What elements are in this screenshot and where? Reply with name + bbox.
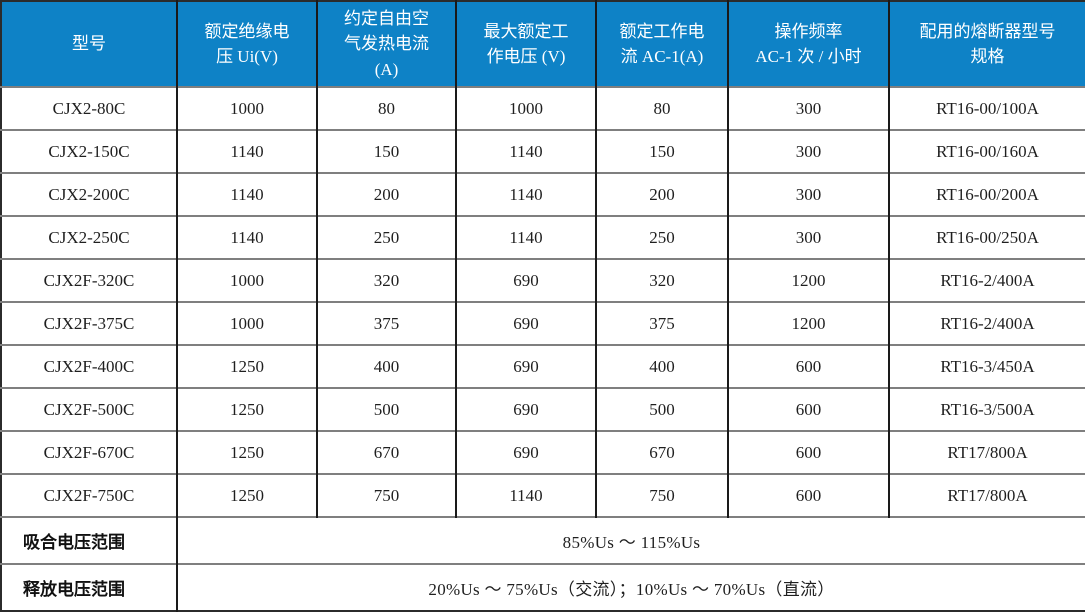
table-row-release-voltage-range: 释放电压范围 20%Us ～ 75%Us（交流）；10%Us ～ 70%Us（直…	[1, 563, 1085, 611]
footer-label-release-voltage-range: 释放电压范围	[1, 563, 177, 611]
cell-conventional-free-air-thermal-current: 400	[316, 344, 456, 388]
cell-rated-operating-current-ac1: 375	[595, 301, 728, 345]
table-row: CJX2-150C 1140 150 1140 150 300 RT16-00/160A	[1, 129, 1085, 173]
cell-model: CJX2-80C	[1, 86, 177, 130]
footer-value-release-voltage-range: 20%Us ～ 75%Us（交流）；10%Us ～ 70%Us（直流）	[176, 563, 1085, 611]
col-header-conventional-free-air-thermal-current: 约定自由空 气发热电流 (A)	[316, 1, 456, 87]
cell-rated-operating-current-ac1: 320	[595, 258, 728, 302]
cell-operating-frequency: 600	[727, 473, 889, 517]
cell-model: CJX2-150C	[1, 129, 177, 173]
cell-max-rated-operating-voltage: 690	[455, 301, 596, 345]
cell-conventional-free-air-thermal-current: 200	[316, 172, 456, 216]
cell-rated-insulation-voltage: 1000	[176, 301, 317, 345]
cell-model: CJX2F-750C	[1, 473, 177, 517]
cell-conventional-free-air-thermal-current: 150	[316, 129, 456, 173]
cell-max-rated-operating-voltage: 1140	[455, 129, 596, 173]
col-header-model: 型号	[1, 1, 177, 87]
table-row-pickup-voltage-range: 吸合电压范围 85%Us ～ 115%Us	[1, 516, 1085, 564]
cell-operating-frequency: 300	[727, 172, 889, 216]
col-header-operating-frequency: 操作频率 AC-1 次 / 小时	[727, 1, 889, 87]
cell-rated-operating-current-ac1: 400	[595, 344, 728, 388]
table-row: CJX2-250C 1140 250 1140 250 300 RT16-00/250A	[1, 215, 1085, 259]
cell-rated-insulation-voltage: 1250	[176, 430, 317, 474]
cell-rated-insulation-voltage: 1000	[176, 86, 317, 130]
cell-rated-insulation-voltage: 1250	[176, 473, 317, 517]
cell-rated-operating-current-ac1: 150	[595, 129, 728, 173]
cell-model: CJX2F-670C	[1, 430, 177, 474]
cell-fuse-type-spec: RT16-00/200A	[888, 172, 1085, 216]
col-header-max-rated-operating-voltage: 最大额定工 作电压 (V)	[455, 1, 596, 87]
col-header-fuse-type-spec: 配用的熔断器型号 规格	[888, 1, 1085, 87]
cell-conventional-free-air-thermal-current: 80	[316, 86, 456, 130]
cell-rated-insulation-voltage: 1140	[176, 129, 317, 173]
cell-fuse-type-spec: RT16-00/160A	[888, 129, 1085, 173]
cell-rated-operating-current-ac1: 80	[595, 86, 728, 130]
table-header: 型号 额定绝缘电 压 Ui(V) 约定自由空 气发热电流 (A) 最大额定工 作…	[1, 1, 1085, 87]
footer-value-pickup-voltage-range: 85%Us ～ 115%Us	[176, 516, 1085, 564]
cell-fuse-type-spec: RT16-00/100A	[888, 86, 1085, 130]
cell-model: CJX2-250C	[1, 215, 177, 259]
cell-fuse-type-spec: RT17/800A	[888, 430, 1085, 474]
table-row: CJX2-80C 1000 80 1000 80 300 RT16-00/100A	[1, 86, 1085, 130]
cell-max-rated-operating-voltage: 1140	[455, 473, 596, 517]
table-row: CJX2F-750C 1250 750 1140 750 600 RT17/800A	[1, 473, 1085, 517]
cell-rated-insulation-voltage: 1000	[176, 258, 317, 302]
footer-label-pickup-voltage-range: 吸合电压范围	[1, 516, 177, 564]
cell-rated-operating-current-ac1: 250	[595, 215, 728, 259]
cell-conventional-free-air-thermal-current: 320	[316, 258, 456, 302]
cell-operating-frequency: 1200	[727, 258, 889, 302]
cell-rated-insulation-voltage: 1250	[176, 344, 317, 388]
cell-max-rated-operating-voltage: 1140	[455, 172, 596, 216]
cell-rated-insulation-voltage: 1250	[176, 387, 317, 431]
cell-operating-frequency: 300	[727, 129, 889, 173]
header-row: 型号 额定绝缘电 压 Ui(V) 约定自由空 气发热电流 (A) 最大额定工 作…	[1, 1, 1085, 87]
cell-conventional-free-air-thermal-current: 750	[316, 473, 456, 517]
cell-fuse-type-spec: RT16-2/400A	[888, 301, 1085, 345]
table-row: CJX2F-375C 1000 375 690 375 1200 RT16-2/400A	[1, 301, 1085, 345]
cell-rated-operating-current-ac1: 200	[595, 172, 728, 216]
table-row: CJX2F-400C 1250 400 690 400 600 RT16-3/450A	[1, 344, 1085, 388]
cell-max-rated-operating-voltage: 690	[455, 430, 596, 474]
cell-model: CJX2F-375C	[1, 301, 177, 345]
cell-model: CJX2F-400C	[1, 344, 177, 388]
cell-rated-insulation-voltage: 1140	[176, 172, 317, 216]
cell-fuse-type-spec: RT16-3/500A	[888, 387, 1085, 431]
cell-max-rated-operating-voltage: 690	[455, 258, 596, 302]
cell-fuse-type-spec: RT16-3/450A	[888, 344, 1085, 388]
cell-operating-frequency: 300	[727, 215, 889, 259]
cell-operating-frequency: 300	[727, 86, 889, 130]
cell-model: CJX2-200C	[1, 172, 177, 216]
cell-max-rated-operating-voltage: 690	[455, 387, 596, 431]
cell-rated-operating-current-ac1: 670	[595, 430, 728, 474]
cell-rated-operating-current-ac1: 500	[595, 387, 728, 431]
cell-operating-frequency: 600	[727, 430, 889, 474]
cell-fuse-type-spec: RT17/800A	[888, 473, 1085, 517]
cell-max-rated-operating-voltage: 690	[455, 344, 596, 388]
cell-operating-frequency: 1200	[727, 301, 889, 345]
cell-conventional-free-air-thermal-current: 250	[316, 215, 456, 259]
col-header-rated-operating-current-ac1: 额定工作电 流 AC-1(A)	[595, 1, 728, 87]
cell-model: CJX2F-500C	[1, 387, 177, 431]
cell-model: CJX2F-320C	[1, 258, 177, 302]
table-row: CJX2-200C 1140 200 1140 200 300 RT16-00/200A	[1, 172, 1085, 216]
table-row: CJX2F-670C 1250 670 690 670 600 RT17/800A	[1, 430, 1085, 474]
table-row: CJX2F-320C 1000 320 690 320 1200 RT16-2/400A	[1, 258, 1085, 302]
cell-rated-insulation-voltage: 1140	[176, 215, 317, 259]
table-footer: 吸合电压范围 85%Us ～ 115%Us 释放电压范围 20%Us ～ 75%…	[1, 516, 1085, 611]
cell-max-rated-operating-voltage: 1140	[455, 215, 596, 259]
cell-fuse-type-spec: RT16-2/400A	[888, 258, 1085, 302]
cell-conventional-free-air-thermal-current: 500	[316, 387, 456, 431]
cell-max-rated-operating-voltage: 1000	[455, 86, 596, 130]
table-row: CJX2F-500C 1250 500 690 500 600 RT16-3/500A	[1, 387, 1085, 431]
col-header-rated-insulation-voltage: 额定绝缘电 压 Ui(V)	[176, 1, 317, 87]
cell-conventional-free-air-thermal-current: 375	[316, 301, 456, 345]
cell-fuse-type-spec: RT16-00/250A	[888, 215, 1085, 259]
cell-operating-frequency: 600	[727, 387, 889, 431]
cell-conventional-free-air-thermal-current: 670	[316, 430, 456, 474]
cell-operating-frequency: 600	[727, 344, 889, 388]
cell-rated-operating-current-ac1: 750	[595, 473, 728, 517]
table-body: CJX2-80C 1000 80 1000 80 300 RT16-00/100A CJX2-…	[1, 86, 1085, 517]
